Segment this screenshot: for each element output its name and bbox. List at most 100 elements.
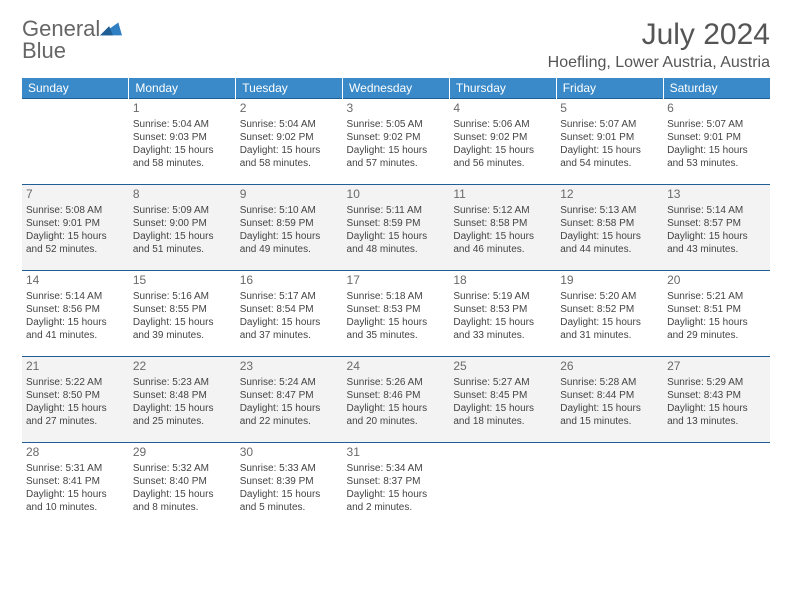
day-cell: 27Sunrise: 5:29 AMSunset: 8:43 PMDayligh… <box>663 357 770 443</box>
day-info-line: and 43 minutes. <box>667 243 766 256</box>
day-number: 18 <box>453 273 552 289</box>
day-cell: 19Sunrise: 5:20 AMSunset: 8:52 PMDayligh… <box>556 271 663 357</box>
day-info-line: Sunrise: 5:08 AM <box>26 204 125 217</box>
day-cell: 29Sunrise: 5:32 AMSunset: 8:40 PMDayligh… <box>129 443 236 529</box>
day-info-line: Daylight: 15 hours <box>240 402 339 415</box>
day-cell: 10Sunrise: 5:11 AMSunset: 8:59 PMDayligh… <box>343 185 450 271</box>
day-info-line: Sunrise: 5:04 AM <box>240 118 339 131</box>
day-info-line: Sunrise: 5:13 AM <box>560 204 659 217</box>
day-cell: 26Sunrise: 5:28 AMSunset: 8:44 PMDayligh… <box>556 357 663 443</box>
day-info-line: Sunrise: 5:23 AM <box>133 376 232 389</box>
day-number: 9 <box>240 187 339 203</box>
day-info-line: and 58 minutes. <box>133 157 232 170</box>
day-number: 28 <box>26 445 125 461</box>
day-cell: 20Sunrise: 5:21 AMSunset: 8:51 PMDayligh… <box>663 271 770 357</box>
table-row: 21Sunrise: 5:22 AMSunset: 8:50 PMDayligh… <box>22 357 770 443</box>
day-info-line: Sunset: 8:53 PM <box>347 303 446 316</box>
day-info-line: Daylight: 15 hours <box>347 144 446 157</box>
day-info-line: Sunset: 8:44 PM <box>560 389 659 402</box>
day-info-line: Sunrise: 5:29 AM <box>667 376 766 389</box>
day-info-line: Sunset: 9:00 PM <box>133 217 232 230</box>
weekday-header: Friday <box>556 78 663 99</box>
weekday-header: Monday <box>129 78 236 99</box>
day-info-line: and 48 minutes. <box>347 243 446 256</box>
day-number: 6 <box>667 101 766 117</box>
day-info-line: Sunrise: 5:11 AM <box>347 204 446 217</box>
day-number: 4 <box>453 101 552 117</box>
day-info-line: Daylight: 15 hours <box>560 402 659 415</box>
day-info-line: and 39 minutes. <box>133 329 232 342</box>
day-info-line: and 8 minutes. <box>133 501 232 514</box>
day-info-line: Sunset: 8:41 PM <box>26 475 125 488</box>
day-info-line: and 44 minutes. <box>560 243 659 256</box>
day-info-line: Sunset: 8:48 PM <box>133 389 232 402</box>
day-number: 2 <box>240 101 339 117</box>
day-number: 24 <box>347 359 446 375</box>
day-info-line: Sunrise: 5:17 AM <box>240 290 339 303</box>
day-cell: 25Sunrise: 5:27 AMSunset: 8:45 PMDayligh… <box>449 357 556 443</box>
day-info-line: Daylight: 15 hours <box>560 144 659 157</box>
day-info-line: Sunset: 8:45 PM <box>453 389 552 402</box>
day-info-line: and 18 minutes. <box>453 415 552 428</box>
day-info-line: and 10 minutes. <box>26 501 125 514</box>
day-info-line: Daylight: 15 hours <box>26 402 125 415</box>
day-cell: 7Sunrise: 5:08 AMSunset: 9:01 PMDaylight… <box>22 185 129 271</box>
day-info-line: Sunrise: 5:28 AM <box>560 376 659 389</box>
day-info-line: Sunset: 8:54 PM <box>240 303 339 316</box>
table-row: 28Sunrise: 5:31 AMSunset: 8:41 PMDayligh… <box>22 443 770 529</box>
day-cell: 1Sunrise: 5:04 AMSunset: 9:03 PMDaylight… <box>129 99 236 185</box>
day-info-line: Sunrise: 5:34 AM <box>347 462 446 475</box>
day-info-line: Sunset: 8:52 PM <box>560 303 659 316</box>
day-info-line: Daylight: 15 hours <box>26 230 125 243</box>
day-info-line: Sunset: 9:01 PM <box>26 217 125 230</box>
day-number: 5 <box>560 101 659 117</box>
day-info-line: Sunrise: 5:10 AM <box>240 204 339 217</box>
day-number: 10 <box>347 187 446 203</box>
day-info-line: Sunset: 8:37 PM <box>347 475 446 488</box>
day-info-line: and 41 minutes. <box>26 329 125 342</box>
logo-text-2: Blue <box>22 40 122 62</box>
day-cell <box>556 443 663 529</box>
day-info-line: Daylight: 15 hours <box>453 144 552 157</box>
day-cell: 21Sunrise: 5:22 AMSunset: 8:50 PMDayligh… <box>22 357 129 443</box>
day-cell: 31Sunrise: 5:34 AMSunset: 8:37 PMDayligh… <box>343 443 450 529</box>
day-info-line: Daylight: 15 hours <box>560 230 659 243</box>
day-info-line: Sunset: 8:50 PM <box>26 389 125 402</box>
day-info-line: Sunrise: 5:32 AM <box>133 462 232 475</box>
day-info-line: Sunrise: 5:20 AM <box>560 290 659 303</box>
day-info-line: and 52 minutes. <box>26 243 125 256</box>
day-number: 21 <box>26 359 125 375</box>
day-info-line: and 53 minutes. <box>667 157 766 170</box>
day-number: 19 <box>560 273 659 289</box>
day-info-line: Sunset: 9:01 PM <box>667 131 766 144</box>
day-info-line: and 5 minutes. <box>240 501 339 514</box>
day-info-line: Daylight: 15 hours <box>667 402 766 415</box>
day-cell: 13Sunrise: 5:14 AMSunset: 8:57 PMDayligh… <box>663 185 770 271</box>
day-info-line: Sunrise: 5:16 AM <box>133 290 232 303</box>
day-info-line: and 35 minutes. <box>347 329 446 342</box>
day-number: 29 <box>133 445 232 461</box>
day-cell: 16Sunrise: 5:17 AMSunset: 8:54 PMDayligh… <box>236 271 343 357</box>
day-info-line: Daylight: 15 hours <box>26 316 125 329</box>
day-cell <box>22 99 129 185</box>
day-info-line: Sunset: 8:40 PM <box>133 475 232 488</box>
day-info-line: and 27 minutes. <box>26 415 125 428</box>
day-info-line: Daylight: 15 hours <box>133 230 232 243</box>
day-info-line: Daylight: 15 hours <box>347 230 446 243</box>
day-number: 16 <box>240 273 339 289</box>
day-info-line: and 20 minutes. <box>347 415 446 428</box>
day-number: 30 <box>240 445 339 461</box>
day-info-line: Daylight: 15 hours <box>347 316 446 329</box>
day-info-line: Daylight: 15 hours <box>347 402 446 415</box>
day-cell: 12Sunrise: 5:13 AMSunset: 8:58 PMDayligh… <box>556 185 663 271</box>
day-info-line: Sunset: 9:03 PM <box>133 131 232 144</box>
day-number: 27 <box>667 359 766 375</box>
location: Hoefling, Lower Austria, Austria <box>548 54 770 72</box>
day-info-line: Sunset: 8:39 PM <box>240 475 339 488</box>
day-info-line: Sunrise: 5:05 AM <box>347 118 446 131</box>
day-info-line: and 29 minutes. <box>667 329 766 342</box>
weekday-header: Tuesday <box>236 78 343 99</box>
day-cell: 30Sunrise: 5:33 AMSunset: 8:39 PMDayligh… <box>236 443 343 529</box>
day-info-line: Daylight: 15 hours <box>453 230 552 243</box>
day-number: 1 <box>133 101 232 117</box>
